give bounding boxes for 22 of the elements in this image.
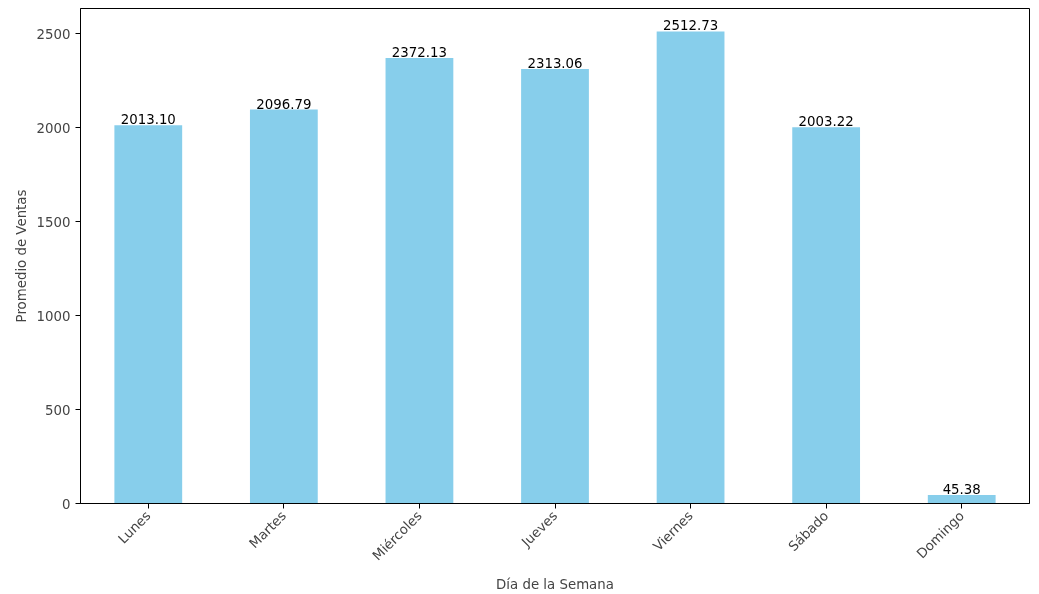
data-label: 2313.06: [527, 55, 583, 71]
data-label: 2372.13: [391, 44, 447, 60]
bar: [114, 125, 183, 504]
y-tick-label: 1500: [36, 214, 71, 230]
data-label: 45.38: [942, 481, 981, 497]
y-tick-label: 1000: [36, 308, 71, 324]
y-tick-label: 2000: [36, 120, 71, 136]
y-axis-title: Promedio de Ventas: [13, 189, 29, 323]
bar: [249, 109, 318, 504]
data-label: 2096.79: [256, 96, 312, 112]
data-label: 2003.22: [798, 114, 854, 130]
bar: [792, 127, 861, 504]
data-label: 2512.73: [663, 18, 719, 34]
bar: [927, 494, 996, 504]
x-axis-title: Día de la Semana: [496, 576, 614, 592]
data-label: 2013.10: [120, 112, 176, 128]
bar: [521, 68, 589, 504]
y-tick-label: 500: [45, 402, 71, 418]
y-tick-label: 2500: [36, 26, 71, 42]
bar: [656, 31, 725, 504]
bar: [385, 57, 454, 504]
y-tick-label: 0: [62, 496, 71, 512]
